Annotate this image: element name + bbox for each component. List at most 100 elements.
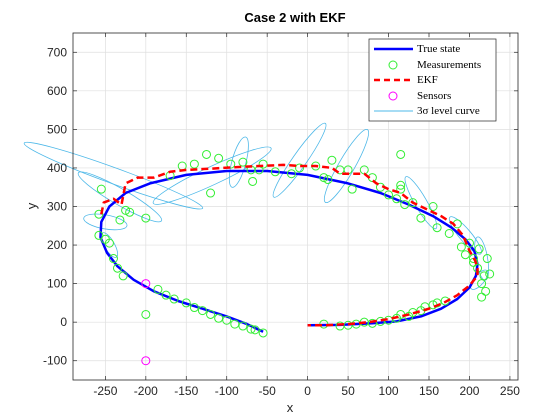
- true-state-line: [99, 169, 479, 333]
- measurement-point: [258, 328, 268, 338]
- measurement-point: [323, 175, 333, 185]
- measurement-point: [432, 223, 442, 233]
- x-tick-label: 250: [500, 384, 520, 398]
- measurement-point: [392, 194, 402, 204]
- sigma-ellipse: [323, 129, 369, 204]
- measurement-point: [469, 254, 478, 264]
- measurement-point: [121, 205, 131, 215]
- measurement-point: [258, 159, 268, 169]
- sigma-ellipse: [448, 216, 482, 255]
- x-tick-label: -50: [259, 384, 277, 398]
- y-tick-label: 300: [47, 200, 67, 214]
- y-tick-label: 0: [60, 315, 67, 329]
- chart-title: Case 2 with EKF: [244, 10, 345, 25]
- legend: True state Measurements EKF Sensors 3σ l…: [368, 38, 497, 122]
- measurement-point: [367, 318, 377, 328]
- legend-label-ekf: EKF: [417, 74, 438, 86]
- measurement-point: [477, 292, 487, 302]
- measurement-point: [238, 321, 248, 331]
- measurement-point: [238, 157, 248, 167]
- sigma-ellipse: [83, 213, 128, 231]
- measurement-point: [141, 213, 151, 223]
- measurement-point: [295, 163, 305, 173]
- measurement-point: [108, 254, 118, 264]
- measurement-point: [286, 169, 296, 179]
- legend-label-measurements: Measurements: [417, 59, 481, 71]
- measurement-point: [444, 228, 454, 238]
- measurement-point: [94, 209, 104, 219]
- y-tick-label: 600: [47, 84, 67, 98]
- measurement-point: [115, 215, 125, 225]
- measurement-point: [181, 298, 191, 308]
- measurement-point: [214, 313, 224, 323]
- measurement-point: [246, 324, 256, 334]
- sigma-ellipse: [152, 146, 272, 205]
- measurement-point: [384, 190, 394, 200]
- measurement-point: [396, 180, 406, 190]
- measurement-point: [460, 250, 470, 260]
- measurement-point: [206, 188, 216, 198]
- x-tick-label: -250: [93, 384, 117, 398]
- x-tick-label: 150: [419, 384, 439, 398]
- measurement-point: [327, 155, 337, 165]
- measurement-point: [408, 198, 418, 208]
- sensors-series: [141, 279, 151, 366]
- legend-label-level-curve: 3σ level curve: [417, 105, 480, 117]
- legend-swatch-sensors: [388, 91, 398, 101]
- measurement-point: [400, 200, 410, 210]
- measurement-point: [94, 230, 104, 240]
- x-tick-label: -100: [215, 384, 239, 398]
- x-tick-label: 200: [459, 384, 479, 398]
- x-axis-label: x: [287, 400, 294, 415]
- measurement-point: [248, 176, 258, 186]
- y-tick-label: 700: [47, 45, 67, 59]
- measurement-point: [416, 213, 426, 223]
- y-axis-ticks: -100 0 100 200 300 400 500 600 700: [43, 45, 518, 368]
- measurement-point: [118, 271, 128, 281]
- measurement-point: [250, 325, 260, 335]
- measurement-point: [113, 263, 122, 273]
- measurement-point: [474, 244, 484, 254]
- x-tick-label: 0: [304, 384, 311, 398]
- measurement-point: [230, 319, 240, 329]
- measurement-point: [428, 202, 438, 211]
- x-tick-label: 50: [341, 384, 355, 398]
- measurement-point: [226, 159, 236, 169]
- x-tick-label: 100: [379, 384, 399, 398]
- measurement-point: [432, 298, 442, 308]
- x-tick-label: -200: [134, 384, 158, 398]
- legend-box: [368, 38, 497, 122]
- measurement-point: [206, 309, 216, 319]
- legend-swatch-measurements: [388, 60, 398, 70]
- y-tick-label: -100: [43, 354, 67, 368]
- measurement-point: [456, 242, 466, 252]
- measurement-point: [141, 309, 151, 319]
- measurement-point: [482, 254, 492, 264]
- y-tick-label: 500: [47, 122, 67, 136]
- measurement-point: [104, 238, 114, 248]
- measurement-point: [396, 149, 406, 159]
- measurement-point: [396, 184, 406, 194]
- measurement-point: [153, 284, 163, 294]
- measurement-point: [125, 207, 135, 217]
- measurement-point: [189, 303, 199, 313]
- measurement-point: [189, 159, 199, 169]
- measurement-point: [202, 149, 211, 159]
- sensor-point: [141, 279, 151, 289]
- y-tick-label: 400: [47, 161, 67, 175]
- measurement-point: [197, 306, 207, 316]
- x-axis-ticks: -250 -200 -150 -100 -50 0 50 100 150 200 250: [93, 33, 520, 398]
- legend-label-sensors: Sensors: [417, 90, 451, 102]
- measurement-point: [319, 173, 329, 183]
- measurement-point: [214, 153, 224, 163]
- measurement-point: [485, 269, 495, 279]
- measurements-series: [94, 149, 495, 338]
- legend-label-true-state: True state: [417, 43, 460, 55]
- measurement-point: [161, 290, 171, 300]
- y-axis-label: y: [24, 202, 39, 209]
- measurement-point: [169, 294, 179, 304]
- sensor-point: [141, 356, 151, 366]
- ekf-line: [100, 163, 479, 327]
- measurement-point: [479, 271, 489, 281]
